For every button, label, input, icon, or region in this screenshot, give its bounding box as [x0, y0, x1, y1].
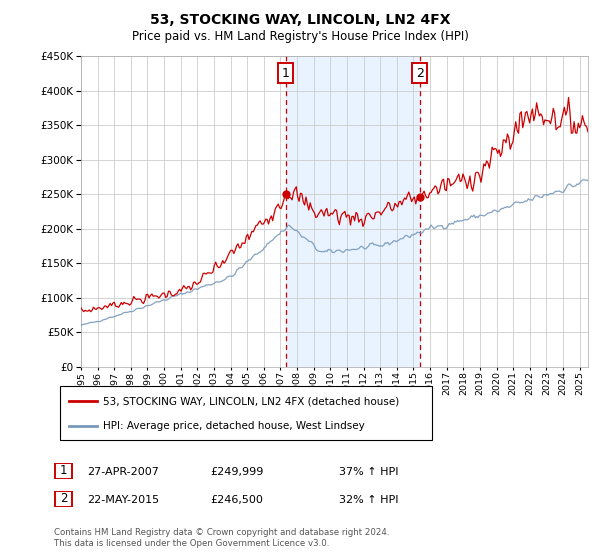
Text: 27-APR-2007: 27-APR-2007: [87, 466, 159, 477]
Text: 1: 1: [282, 67, 290, 80]
Text: £249,999: £249,999: [210, 466, 263, 477]
Text: 37% ↑ HPI: 37% ↑ HPI: [339, 466, 398, 477]
Text: HPI: Average price, detached house, West Lindsey: HPI: Average price, detached house, West…: [103, 421, 365, 431]
Text: Price paid vs. HM Land Registry's House Price Index (HPI): Price paid vs. HM Land Registry's House …: [131, 30, 469, 43]
Text: £246,500: £246,500: [210, 494, 263, 505]
FancyBboxPatch shape: [55, 464, 72, 478]
FancyBboxPatch shape: [60, 386, 432, 440]
Text: 2: 2: [416, 67, 424, 80]
Text: 2: 2: [60, 492, 67, 506]
FancyBboxPatch shape: [55, 492, 72, 506]
Text: Contains HM Land Registry data © Crown copyright and database right 2024.
This d: Contains HM Land Registry data © Crown c…: [54, 528, 389, 548]
Text: 22-MAY-2015: 22-MAY-2015: [87, 494, 159, 505]
Text: 1: 1: [60, 464, 67, 478]
Text: 53, STOCKING WAY, LINCOLN, LN2 4FX: 53, STOCKING WAY, LINCOLN, LN2 4FX: [150, 13, 450, 27]
Text: 32% ↑ HPI: 32% ↑ HPI: [339, 494, 398, 505]
Text: 53, STOCKING WAY, LINCOLN, LN2 4FX (detached house): 53, STOCKING WAY, LINCOLN, LN2 4FX (deta…: [103, 396, 399, 407]
